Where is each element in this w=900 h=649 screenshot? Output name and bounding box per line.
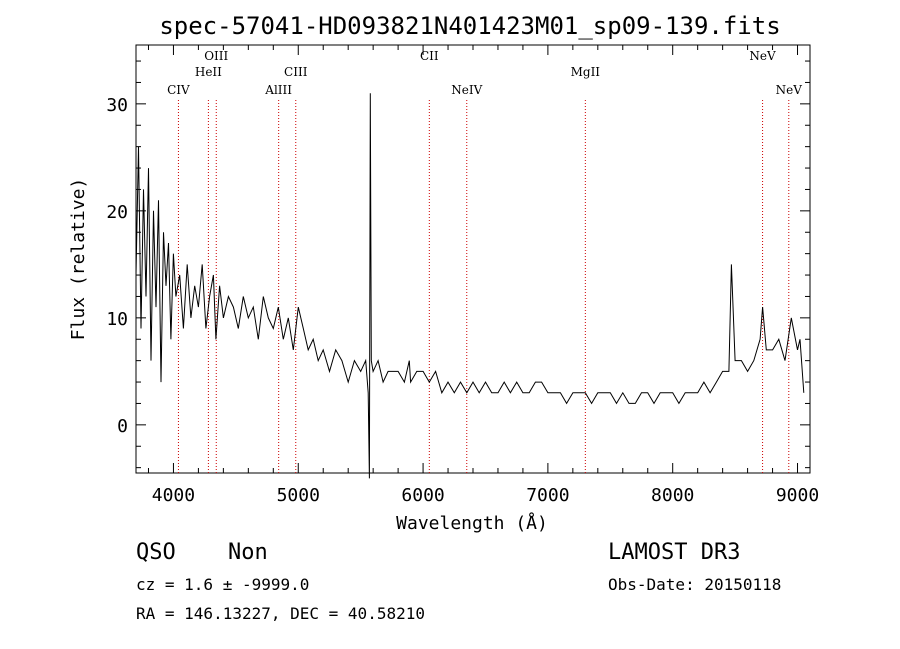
line-marker-label: NeIV — [451, 83, 482, 97]
survey-name: LAMOST DR3 — [608, 540, 740, 565]
line-marker-label: CIV — [167, 83, 190, 97]
x-tick-label: 9000 — [776, 485, 819, 506]
redshift-text: cz = 1.6 ± -9999.0 — [136, 575, 309, 594]
y-axis-ticks: 0 10 20 30 — [106, 60, 810, 469]
y-tick-label: 10 — [106, 309, 128, 330]
y-axis-label: Flux (relative) — [68, 178, 89, 341]
line-marker-label: HeII — [195, 65, 222, 79]
chart-title: spec-57041-HD093821N401423M01_sp09-139.f… — [159, 12, 780, 40]
observation-date: Obs-Date: 20150118 — [608, 575, 781, 594]
line-marker-label: NeV — [749, 49, 776, 63]
y-tick-label: 20 — [106, 202, 128, 223]
object-class: QSO — [136, 540, 176, 565]
y-tick-label: 30 — [106, 95, 128, 116]
line-markers: CIV HeII OIII AlIII CIII CII NeIV MgII NeV NeV — [167, 49, 802, 473]
line-marker-label: MgII — [571, 65, 601, 79]
line-marker-label: NeV — [776, 83, 803, 97]
line-marker-label: CIII — [284, 65, 308, 79]
x-axis-label: Wavelength (Å) — [396, 512, 548, 534]
line-marker-label: AlIII — [264, 83, 292, 97]
x-tick-label: 5000 — [277, 485, 320, 506]
plot-frame — [135, 44, 811, 474]
object-subclass: Non — [228, 540, 268, 565]
coordinates-text: RA = 146.13227, DEC = 40.58210 — [136, 604, 425, 623]
line-marker-label: CII — [420, 49, 439, 63]
x-axis-ticks: 4000 5000 6000 7000 8000 9000 — [147, 45, 819, 506]
x-tick-label: 8000 — [651, 485, 694, 506]
x-tick-label: 6000 — [401, 485, 444, 506]
line-marker-label: OIII — [204, 49, 228, 63]
x-tick-label: 4000 — [152, 485, 195, 506]
spectrum-line-0 — [135, 93, 805, 479]
y-tick-label: 0 — [117, 416, 128, 437]
spectrum-series — [135, 93, 805, 479]
x-tick-label: 7000 — [526, 485, 569, 506]
